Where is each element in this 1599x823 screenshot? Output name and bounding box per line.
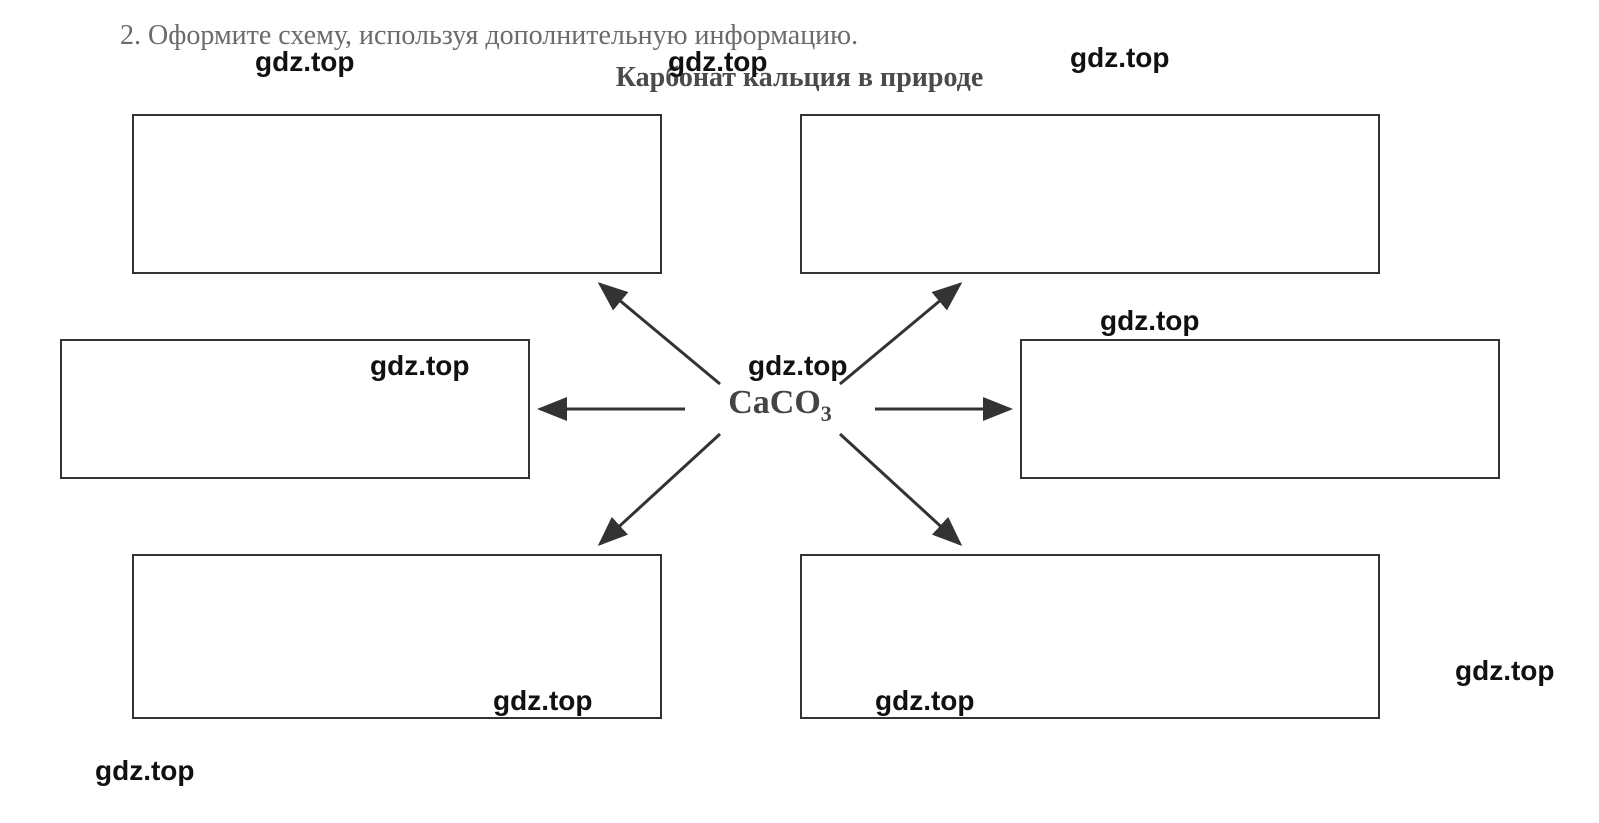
watermark: gdz.top	[1070, 42, 1170, 74]
watermark: gdz.top	[748, 350, 848, 382]
watermark: gdz.top	[1455, 655, 1555, 687]
box-top-left	[132, 114, 662, 274]
box-top-right	[800, 114, 1380, 274]
arrow-bot-left	[600, 434, 720, 544]
watermark: gdz.top	[255, 46, 355, 78]
watermark: gdz.top	[875, 685, 975, 717]
center-formula: CaCO3	[700, 384, 860, 427]
task-number: 2.	[120, 20, 141, 51]
watermark: gdz.top	[370, 350, 470, 382]
arrow-bot-right	[840, 434, 960, 544]
page-container: 2. Оформите схему, используя дополнитель…	[0, 0, 1599, 823]
box-mid-right	[1020, 339, 1500, 479]
watermark: gdz.top	[95, 755, 195, 787]
watermark: gdz.top	[1100, 305, 1200, 337]
diagram-area: CaCO3	[60, 114, 1539, 754]
watermark: gdz.top	[493, 685, 593, 717]
formula-base: CaCO	[728, 384, 821, 421]
arrow-top-left	[600, 284, 720, 384]
watermark: gdz.top	[668, 46, 768, 78]
formula-subscript: 3	[821, 401, 832, 426]
arrow-top-right	[840, 284, 960, 384]
